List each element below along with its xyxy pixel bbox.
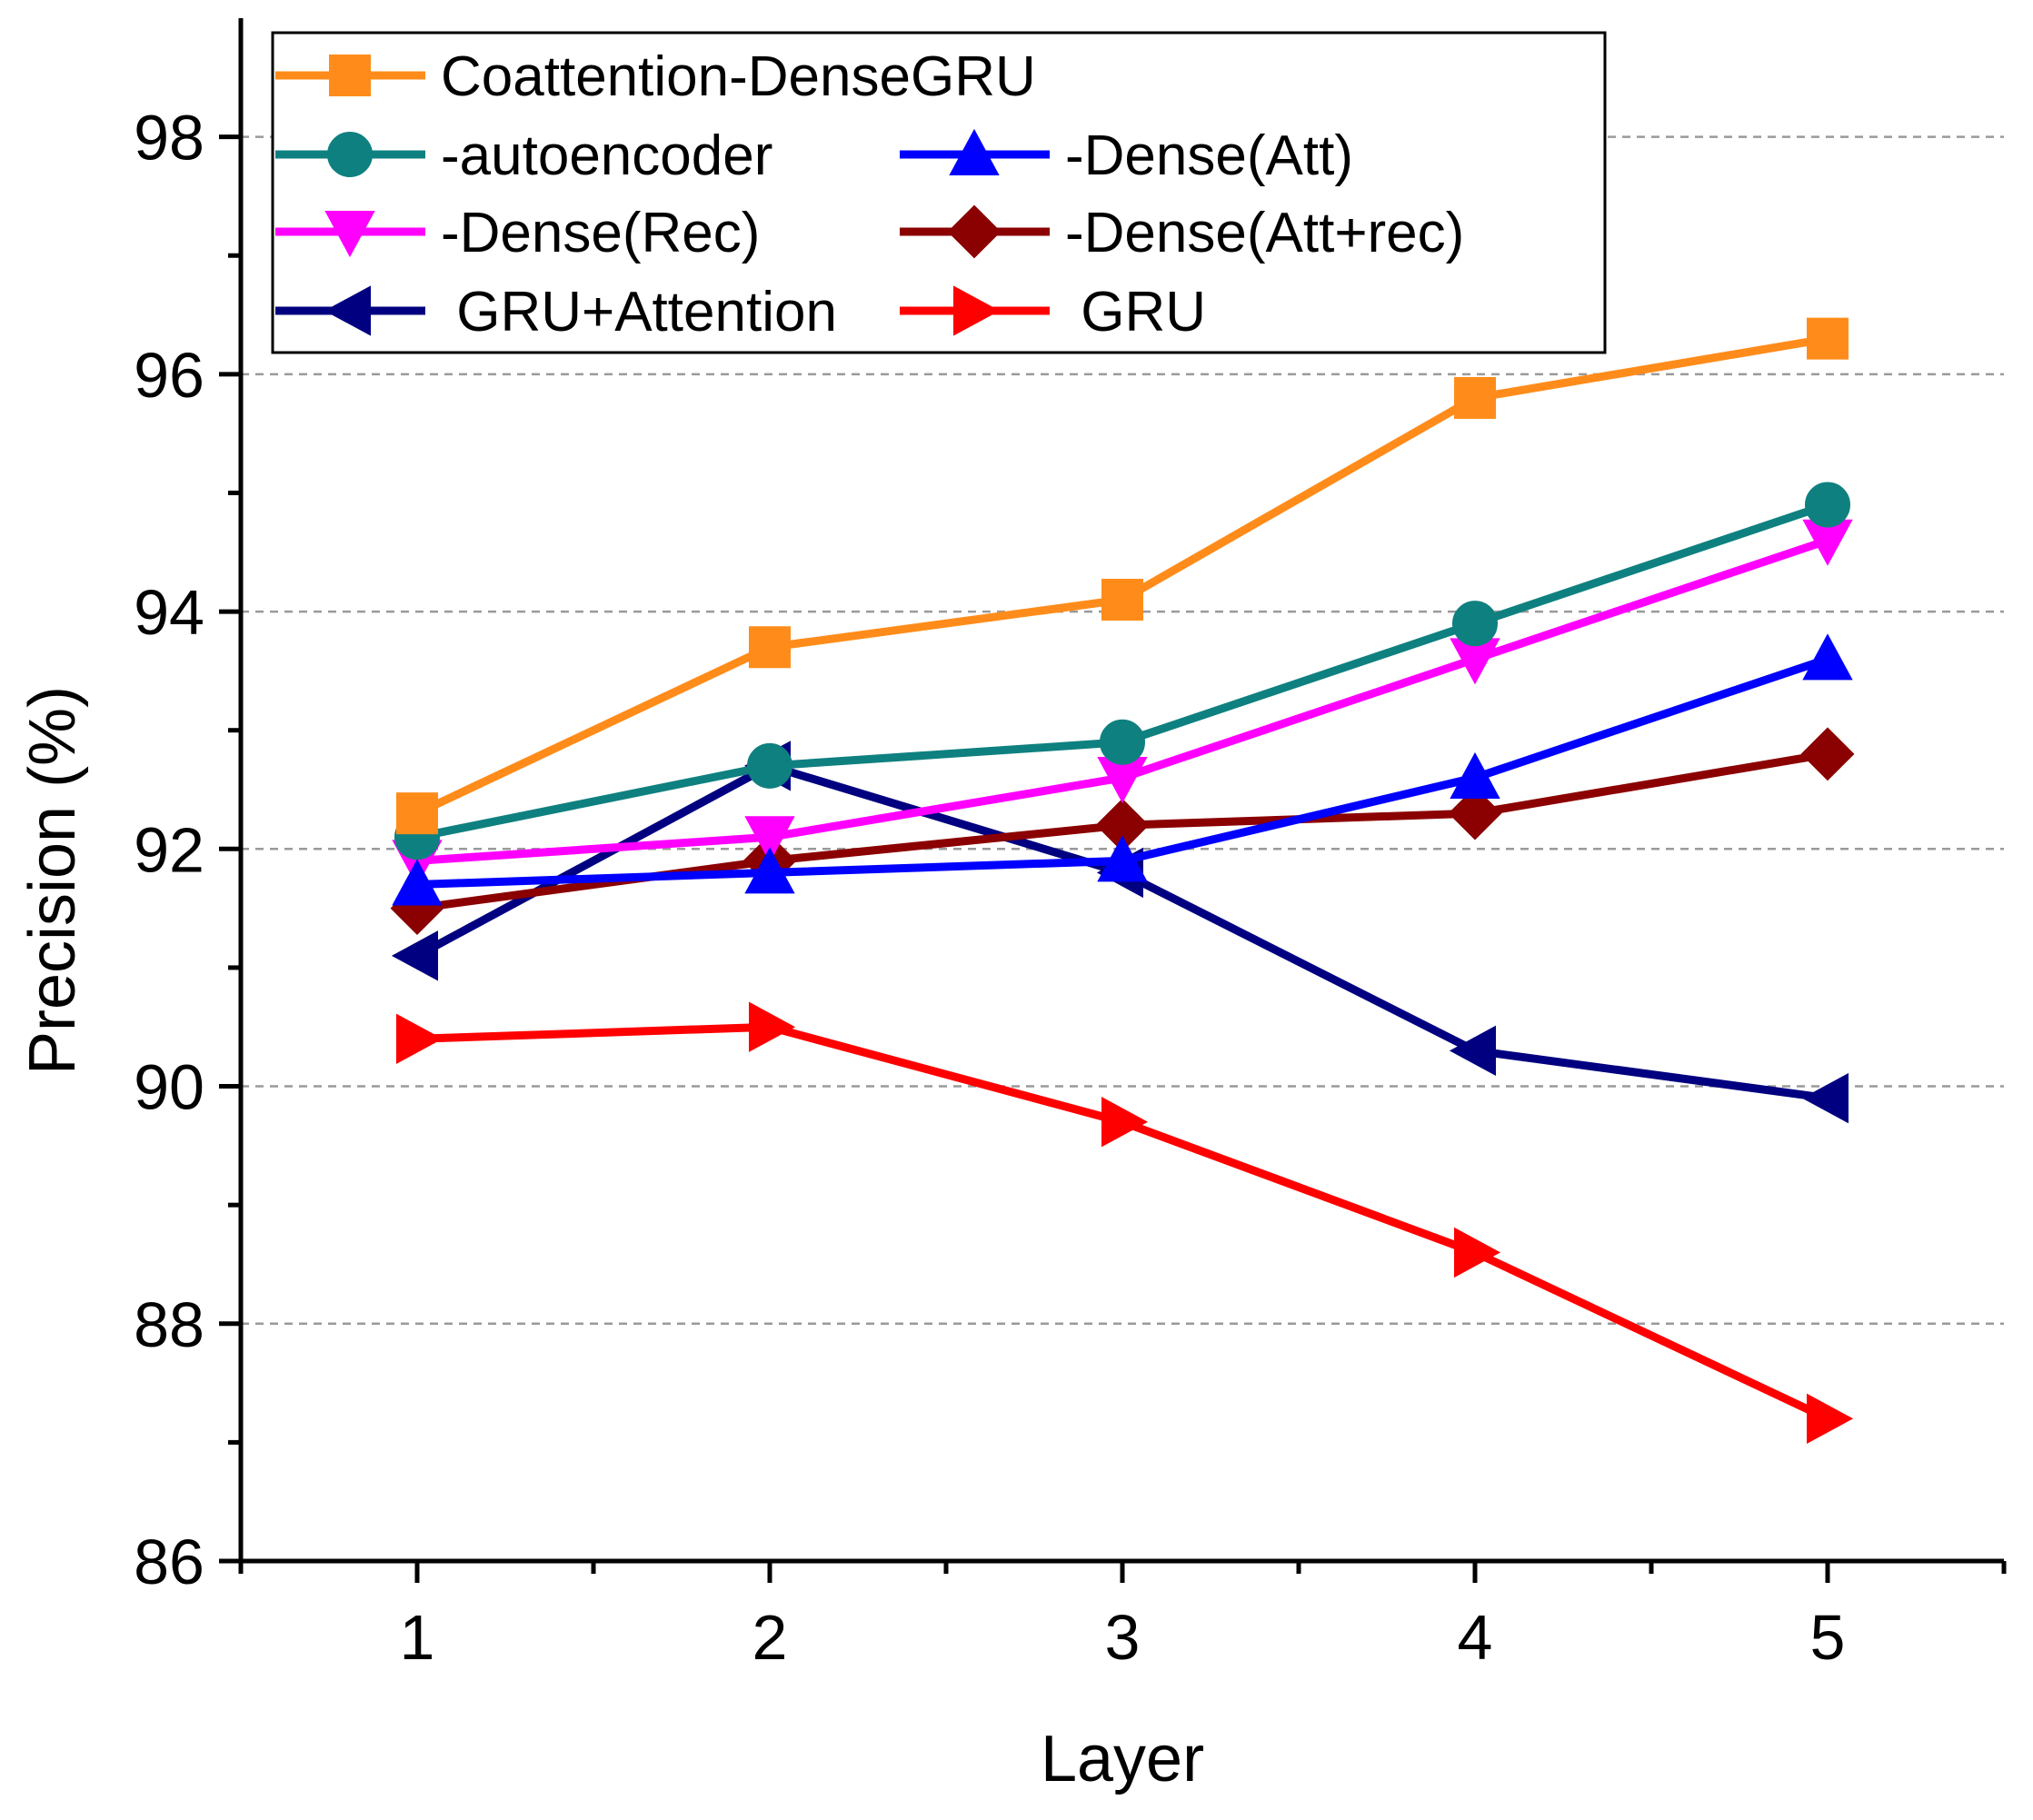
- data-point: [1801, 1072, 1849, 1124]
- legend-label: Coattention-DenseGRU: [441, 45, 1036, 108]
- data-point: [1450, 751, 1500, 799]
- series-6: [396, 1001, 1854, 1444]
- data-point: [1454, 1227, 1501, 1278]
- legend-label: -Dense(Att): [1065, 124, 1353, 187]
- y-tick-label: 88: [134, 1289, 204, 1360]
- legend-marker: [953, 285, 1001, 336]
- legend-marker: [324, 211, 375, 258]
- data-point: [1454, 376, 1496, 419]
- legend: Coattention-DenseGRU -autoencoder -Dense(A…: [271, 31, 1607, 354]
- x-tick-label: 5: [1810, 1602, 1846, 1673]
- data-point: [1449, 1025, 1496, 1077]
- legend-entry: GRU+Attention: [275, 281, 837, 343]
- data-point: [749, 1001, 796, 1052]
- series-line: [416, 1022, 1829, 1423]
- data-point: [396, 792, 438, 835]
- legend-label: -Dense(Rec): [441, 202, 760, 264]
- y-tick-label: 90: [134, 1052, 204, 1123]
- series-lines: [390, 317, 1855, 1444]
- series-2: [392, 633, 1853, 906]
- x-tick-label: 2: [752, 1602, 788, 1673]
- legend-label: GRU: [1065, 281, 1206, 343]
- data-point: [1097, 835, 1148, 882]
- data-point: [396, 1013, 443, 1064]
- data-point: [391, 930, 438, 981]
- legend-marker: [947, 204, 1002, 259]
- legend-label: GRU+Attention: [441, 281, 837, 343]
- data-point: [1100, 719, 1145, 765]
- data-point: [1101, 579, 1143, 622]
- legend-marker: [329, 55, 371, 96]
- legend-entry: Coattention-DenseGRU: [275, 45, 1036, 108]
- x-tick-label: 1: [400, 1602, 435, 1673]
- data-point: [1452, 601, 1498, 647]
- axis-ticks: 86 88 90 92 94 96 98 1 2 3 4 5: [134, 103, 2007, 1673]
- legend-marker: [324, 285, 371, 336]
- legend-marker: [949, 128, 1000, 175]
- legend-marker: [327, 132, 373, 177]
- legend-entry: -Dense(Rec): [275, 202, 760, 264]
- legend-entry: GRU: [900, 281, 1206, 343]
- y-axis-title: Precision (%): [16, 686, 89, 1075]
- y-tick-label: 96: [134, 340, 204, 411]
- series-0: [396, 317, 1849, 835]
- x-tick-label: 4: [1458, 1602, 1493, 1673]
- data-point: [1805, 482, 1850, 528]
- y-tick-label: 86: [134, 1527, 204, 1597]
- data-point: [1802, 633, 1853, 681]
- data-point: [749, 626, 791, 669]
- data-point: [744, 816, 795, 863]
- legend-label: -autoencoder: [441, 124, 772, 187]
- data-point: [1448, 786, 1502, 840]
- data-point: [1800, 727, 1855, 781]
- data-point: [392, 859, 443, 906]
- data-point: [1101, 1097, 1149, 1148]
- y-tick-label: 92: [134, 814, 204, 885]
- legend-entry: -Dense(Att+rec): [900, 202, 1464, 264]
- legend-entry: -Dense(Att): [900, 124, 1353, 187]
- series-1: [394, 482, 1850, 860]
- data-point: [1807, 1393, 1854, 1444]
- data-point: [1807, 317, 1849, 360]
- legend-box: [271, 31, 1607, 354]
- legend-label: -Dense(Att+rec): [1065, 202, 1464, 264]
- y-tick-label: 98: [134, 103, 204, 174]
- data-point: [744, 847, 795, 894]
- x-axis-title: Layer: [1041, 1723, 1204, 1795]
- data-point: [747, 742, 792, 789]
- y-tick-label: 94: [134, 577, 204, 648]
- x-tick-label: 3: [1105, 1602, 1141, 1673]
- legend-entry: -autoencoder: [275, 124, 772, 187]
